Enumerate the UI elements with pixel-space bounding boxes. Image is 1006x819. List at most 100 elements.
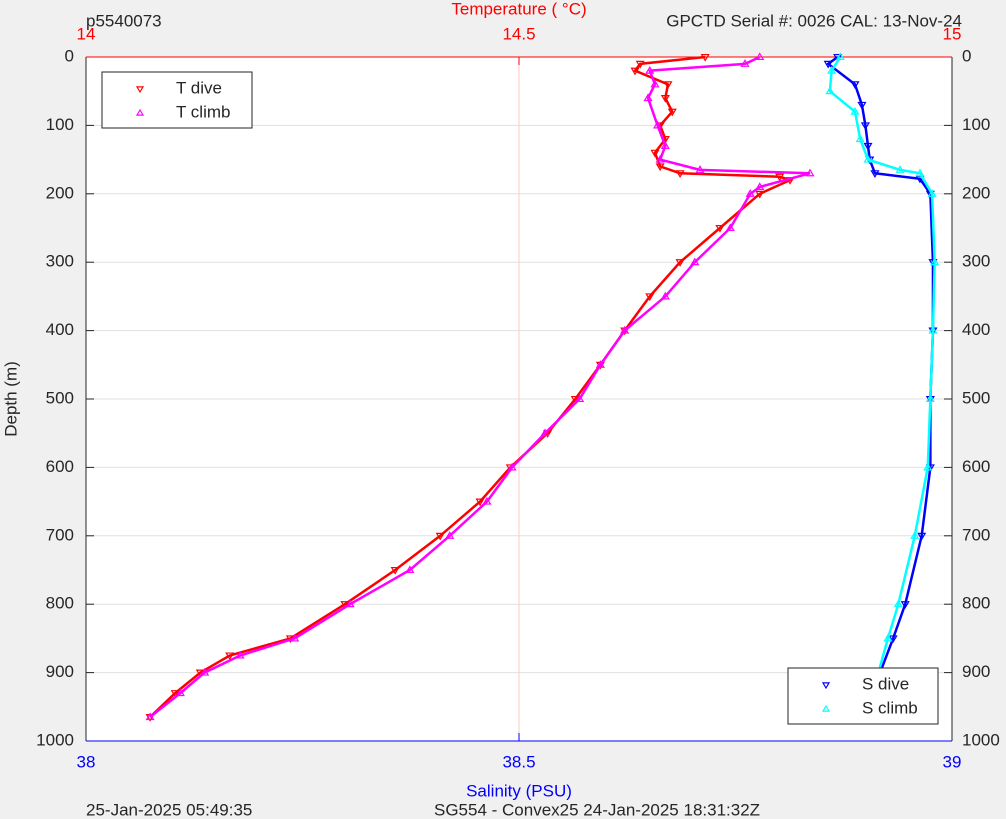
point	[675, 259, 685, 267]
point	[435, 532, 445, 541]
x2-tick-label: 14	[77, 24, 96, 43]
point	[740, 59, 750, 67]
point	[900, 601, 910, 609]
point	[775, 173, 785, 182]
point	[643, 93, 653, 102]
point	[700, 53, 710, 62]
point	[715, 224, 725, 233]
point	[823, 60, 833, 69]
y-tick-label: 0	[65, 46, 74, 65]
point	[540, 428, 550, 437]
y2-tick-label: 0	[962, 46, 971, 65]
point	[507, 462, 517, 471]
y-tick-label: 500	[46, 388, 74, 407]
point	[857, 101, 867, 110]
y2-tick-label: 600	[962, 457, 990, 476]
point	[930, 257, 940, 266]
point	[340, 601, 350, 609]
y-tick-label: 300	[46, 252, 74, 271]
point	[725, 223, 735, 232]
point	[475, 498, 485, 507]
point	[170, 690, 180, 698]
point	[225, 652, 235, 661]
y-tick-label: 400	[46, 320, 74, 339]
footer-left: 25-Jan-2025 05:49:35	[86, 800, 252, 819]
y2-tick-label: 200	[962, 183, 990, 202]
point	[923, 462, 933, 471]
legend-label: S dive	[862, 674, 909, 693]
point	[175, 688, 185, 697]
point	[663, 81, 673, 90]
point	[390, 566, 400, 575]
point	[445, 531, 455, 539]
chart-title: p5540073	[86, 11, 162, 30]
point	[917, 532, 927, 541]
legend-marker	[821, 682, 831, 690]
y2-tick-label: 100	[962, 115, 990, 134]
point	[645, 293, 655, 302]
point	[345, 599, 355, 608]
point	[863, 142, 873, 151]
point	[660, 141, 670, 149]
y2-tick-label: 1000	[962, 730, 1000, 749]
y2-tick-label: 400	[962, 320, 990, 339]
point	[635, 60, 645, 69]
point	[290, 633, 300, 642]
point	[660, 94, 670, 103]
point	[893, 599, 903, 608]
point	[888, 635, 898, 644]
point	[863, 154, 873, 163]
y-tick-label: 200	[46, 183, 74, 202]
legend-label: T climb	[176, 102, 230, 121]
point	[645, 65, 655, 74]
y-tick-label: 600	[46, 457, 74, 476]
x2-axis-label: Temperature ( °C)	[451, 0, 586, 18]
point	[860, 122, 870, 131]
point	[595, 360, 605, 368]
point	[805, 168, 815, 177]
point	[235, 650, 245, 659]
point	[927, 189, 937, 197]
point	[405, 565, 415, 574]
legend-marker	[135, 108, 145, 116]
point	[755, 182, 765, 191]
point	[655, 154, 665, 163]
legend-box	[787, 667, 939, 725]
y-axis-label: Depth (m)	[1, 361, 20, 437]
point	[855, 134, 865, 143]
x-axis-label: Salinity (PSU)	[466, 781, 572, 800]
point	[630, 67, 640, 76]
x2-tick-label: 14.5	[502, 24, 535, 43]
point	[910, 531, 920, 539]
y-tick-label: 900	[46, 662, 74, 681]
y2-tick-label: 800	[962, 594, 990, 613]
point	[925, 394, 935, 403]
point	[145, 712, 155, 721]
point	[575, 394, 585, 403]
series-line	[149, 55, 794, 718]
x-tick-label: 38	[77, 752, 96, 771]
point	[915, 168, 925, 177]
point	[850, 81, 860, 90]
x-tick-label: 39	[943, 752, 962, 771]
y-tick-label: 700	[46, 525, 74, 544]
point	[482, 496, 492, 505]
point	[655, 163, 665, 172]
point	[755, 190, 765, 199]
x2-tick-label: 15	[943, 24, 962, 43]
y-tick-label: 100	[46, 115, 74, 134]
series-line	[149, 55, 811, 719]
chart-subtitle: GPCTD Serial #: 0026 CAL: 13-Nov-24	[666, 11, 962, 30]
point	[667, 108, 677, 117]
point	[650, 79, 660, 88]
point	[755, 52, 765, 61]
point	[660, 291, 670, 300]
legend-label: T dive	[176, 78, 222, 97]
point	[850, 107, 860, 115]
legend-marker	[135, 86, 145, 94]
point	[870, 170, 880, 178]
point	[695, 165, 705, 173]
series-line	[828, 56, 936, 718]
